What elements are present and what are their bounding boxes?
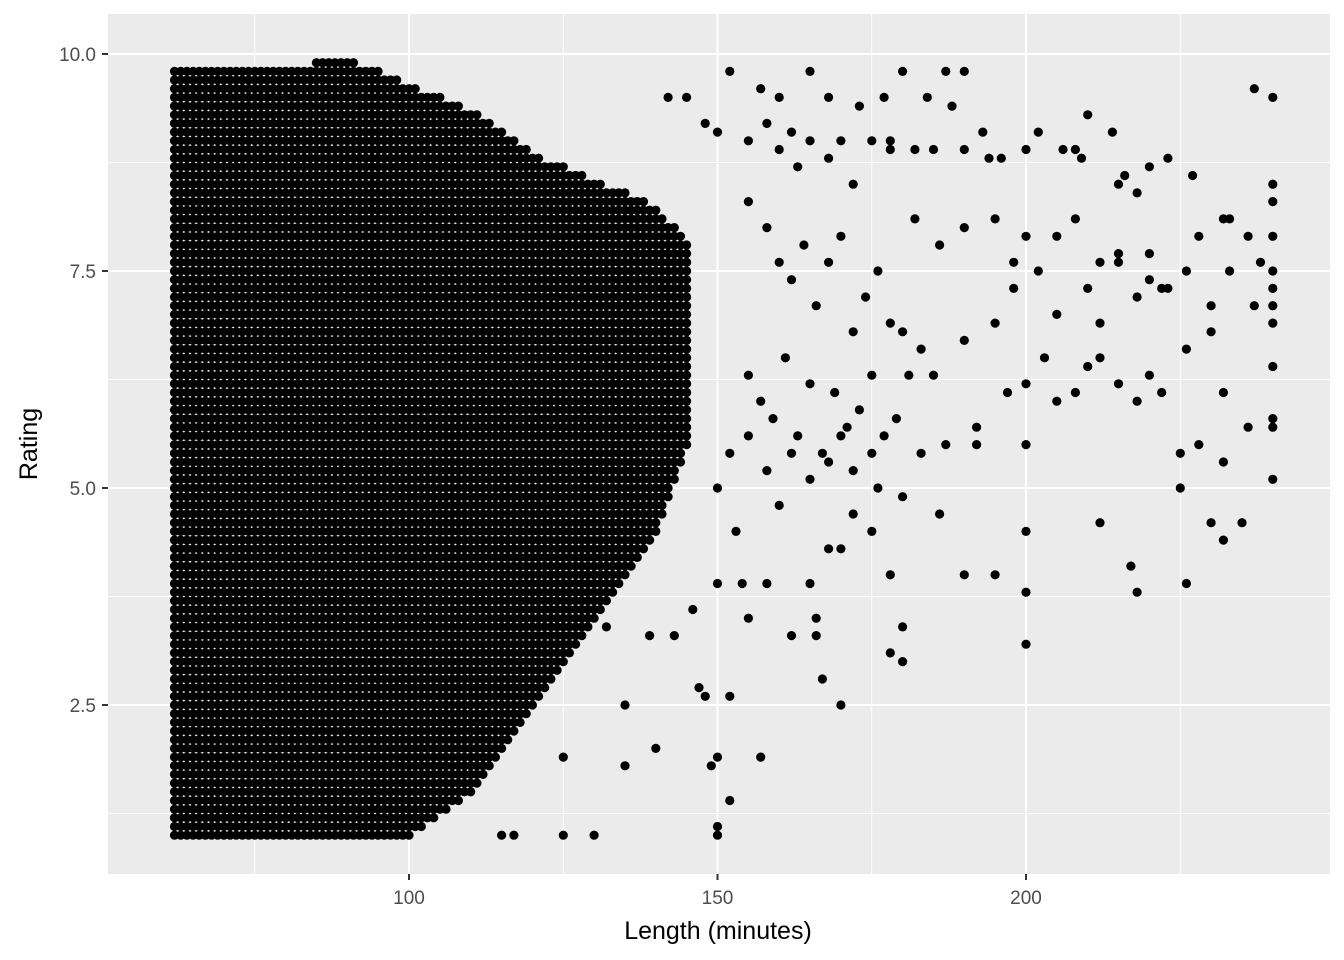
data-point [441,804,451,814]
data-point [509,136,519,146]
data-points [169,58,1278,840]
data-point [472,778,482,788]
data-point [497,127,507,137]
data-point [453,101,463,111]
data-point [466,787,476,797]
data-point [416,821,426,832]
data-point [373,66,383,76]
data-point [453,795,463,806]
data-point [521,144,531,155]
data-point [521,709,531,719]
data-point [490,752,500,762]
data-point [429,813,439,823]
data-point [472,110,482,120]
data-point [392,75,402,85]
data-point [435,92,445,102]
data-point [527,700,538,710]
data-point [497,743,507,754]
data-point [484,761,494,771]
data-point [410,84,420,94]
data-point [484,118,494,128]
data-point [503,735,513,745]
data-point [509,726,519,736]
data-point [478,769,488,780]
data-point [515,717,525,728]
data-point [348,58,359,68]
data-point [404,830,414,840]
